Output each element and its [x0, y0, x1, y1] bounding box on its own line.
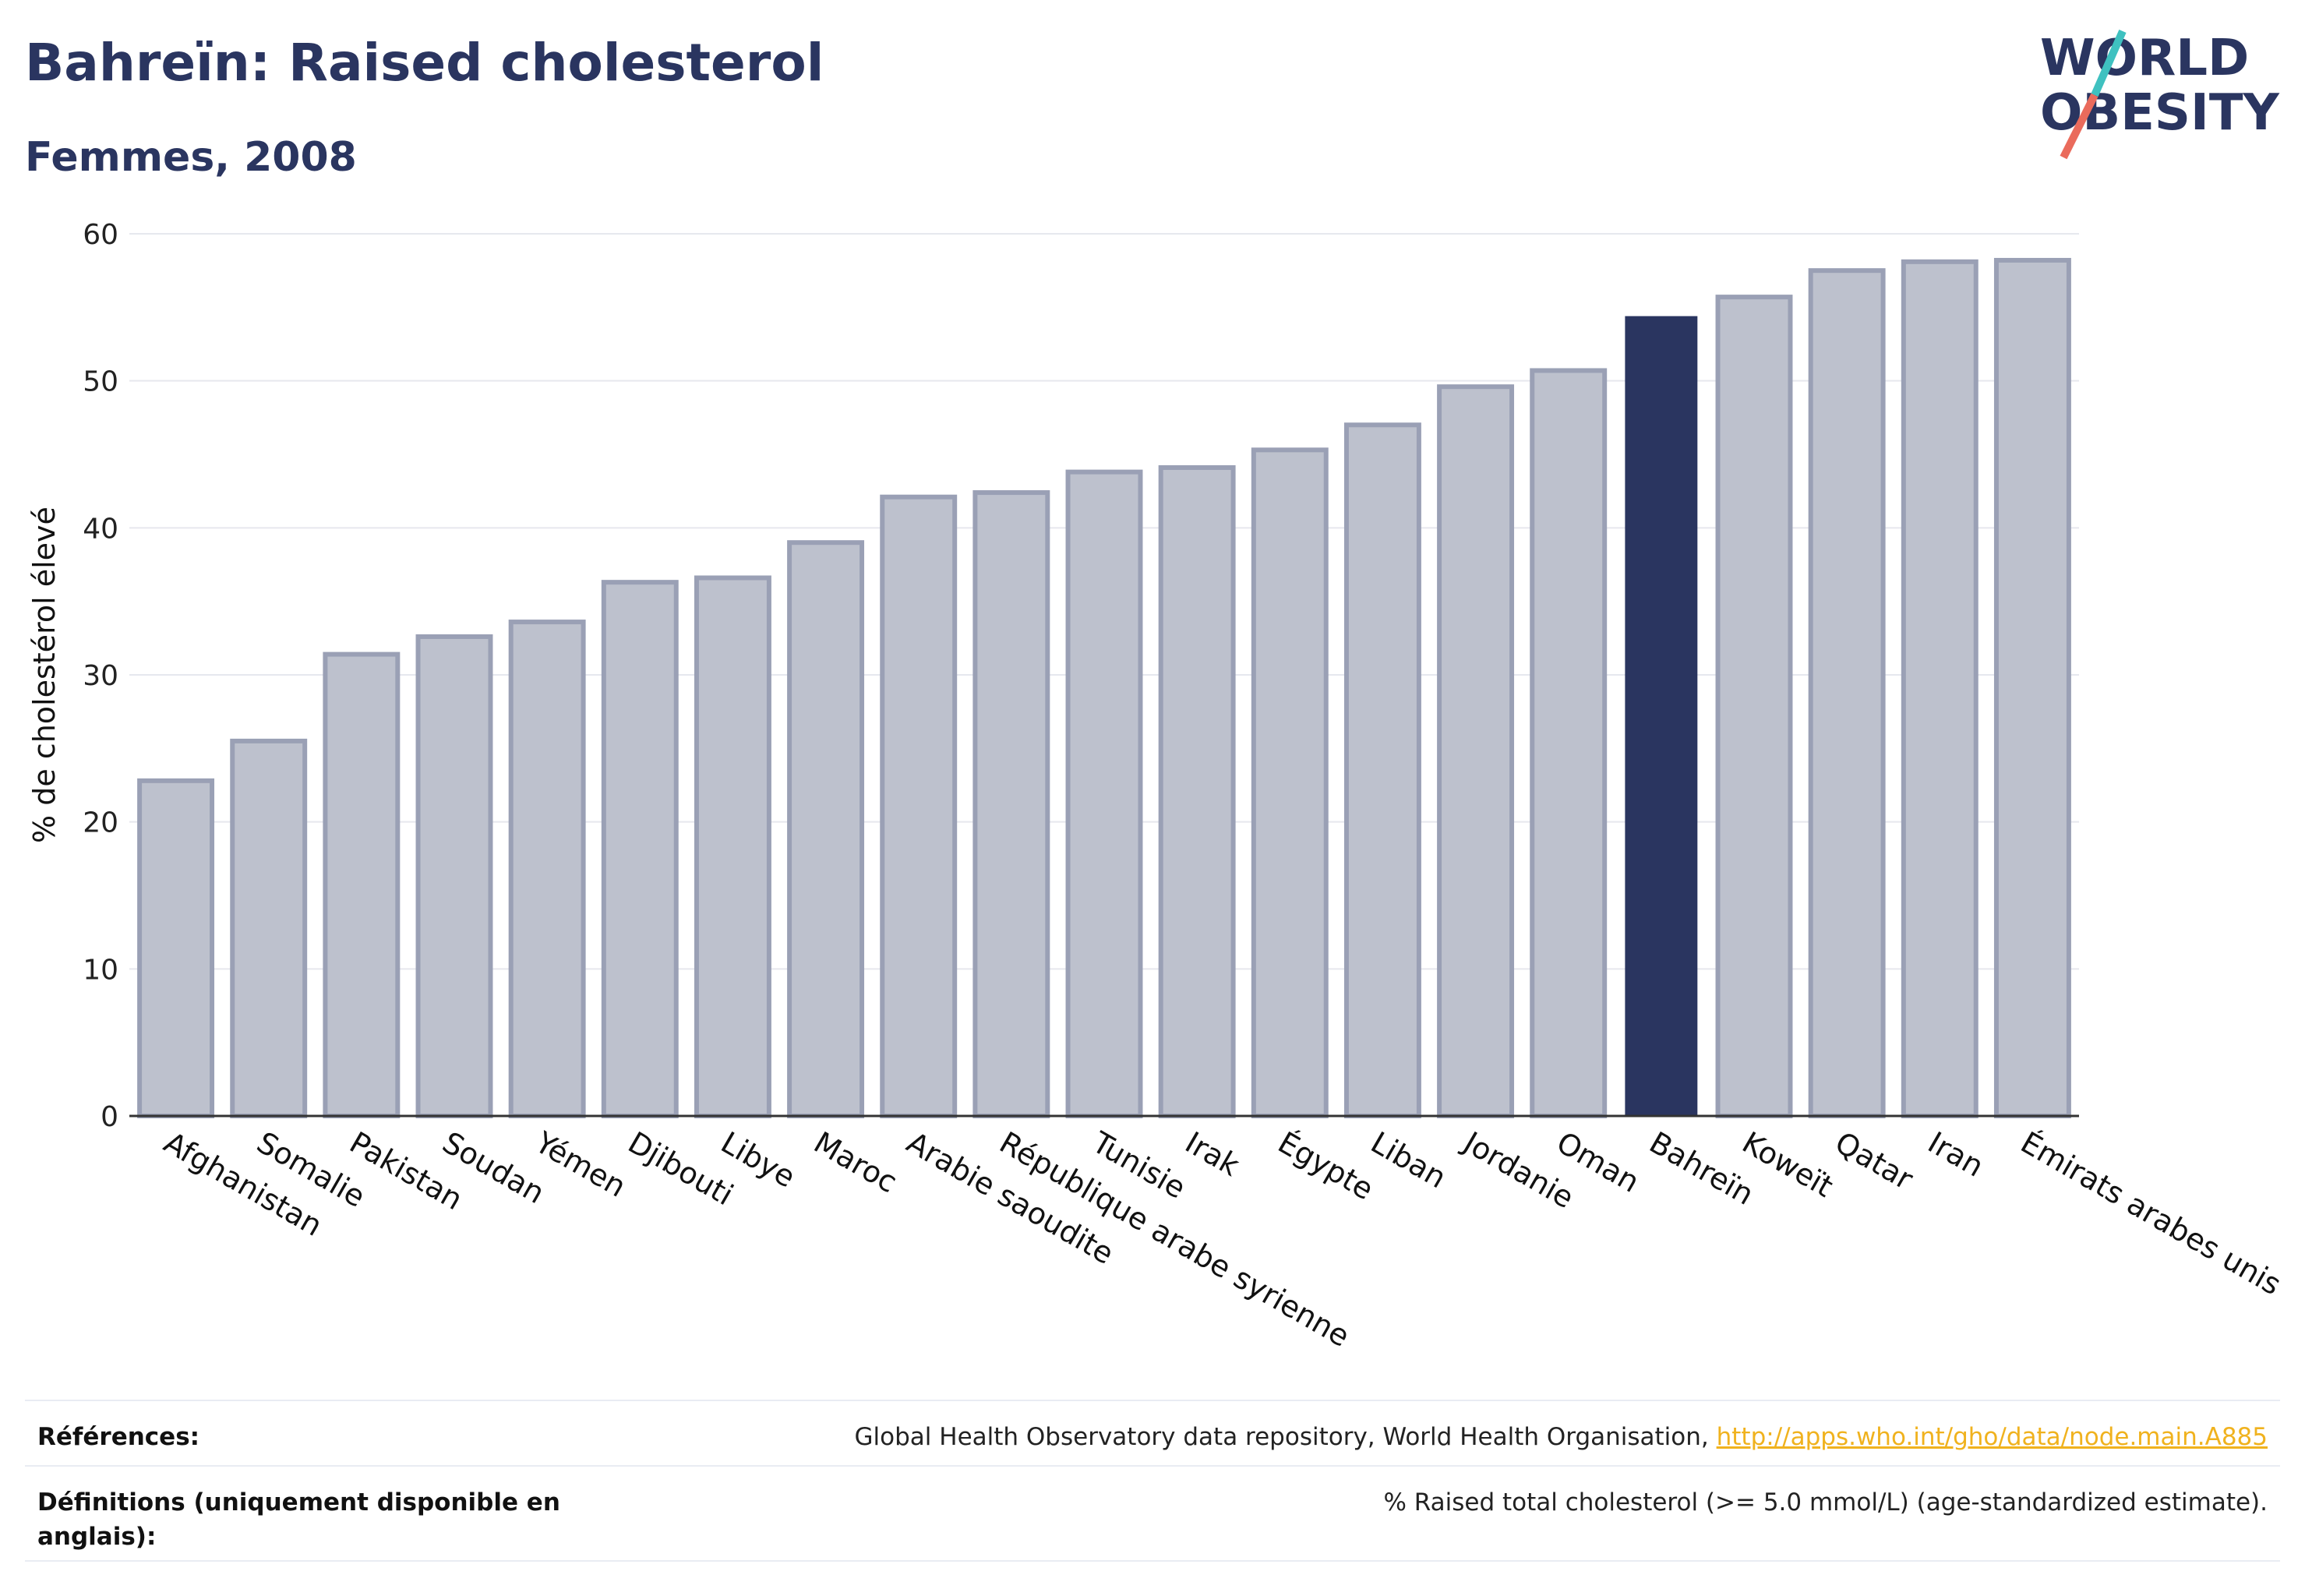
- logo-slash-bottom: [2060, 93, 2099, 160]
- logo-slash-top: [2091, 29, 2127, 97]
- bar-qatar[interactable]: [1808, 268, 1886, 1119]
- bar-oman[interactable]: [1530, 368, 1608, 1118]
- definitions-label: Définitions (uniquement disponible en an…: [37, 1488, 560, 1551]
- y-tick-label: 20: [83, 807, 118, 839]
- bar-chart: 0 10 20 30 40 50 60 % de cholestérol élevé Afg…: [27, 219, 2287, 1354]
- bar-djibouti[interactable]: [601, 580, 679, 1118]
- references-label: Références:: [37, 1423, 200, 1451]
- x-tick-label: Bahreïn: [1643, 1125, 1760, 1212]
- chart-subtitle: Femmes, 2008: [25, 134, 357, 181]
- world-obesity-logo: WORLD OBESITY: [2040, 29, 2279, 160]
- bar-arabie-saoudite[interactable]: [880, 494, 958, 1118]
- bar-liban[interactable]: [1343, 422, 1421, 1118]
- chart-footer: Références: Global Health Observatory da…: [25, 1400, 2280, 1562]
- y-tick-label: 60: [83, 219, 118, 251]
- definitions-row: Définitions (uniquement disponible en an…: [25, 1465, 2280, 1562]
- references-text: Global Health Observatory data repositor…: [854, 1423, 1717, 1451]
- chart-title: Bahreïn: Raised cholesterol: [25, 33, 824, 93]
- bar-bahre-n[interactable]: [1625, 316, 1698, 1116]
- x-tick-label: Liban: [1365, 1125, 1452, 1195]
- y-tick-label: 0: [101, 1101, 118, 1133]
- bar-mirats-arabes-unis[interactable]: [1993, 257, 2071, 1119]
- bar-r-publique-arabe-syrienne[interactable]: [972, 490, 1050, 1118]
- references-link[interactable]: http://apps.who.int/gho/data/node.main.A…: [1716, 1423, 2268, 1451]
- x-tick-label: Djibouti: [623, 1125, 740, 1213]
- bar-libye[interactable]: [694, 575, 771, 1118]
- references-row: Références: Global Health Observatory da…: [25, 1400, 2280, 1465]
- y-tick-label: 40: [83, 513, 118, 545]
- bar-pakistan[interactable]: [323, 651, 401, 1118]
- y-tick-label: 30: [83, 660, 118, 692]
- y-tick-label: 10: [83, 954, 118, 986]
- x-tick-label: Émirats arabes unis: [2015, 1125, 2287, 1302]
- bar-tunisie[interactable]: [1065, 469, 1143, 1118]
- x-tick-label: Égypte: [1273, 1125, 1379, 1207]
- references-value: Global Health Observatory data repositor…: [855, 1420, 2268, 1454]
- bar-gypte[interactable]: [1251, 447, 1329, 1118]
- definitions-value: % Raised total cholesterol (>= 5.0 mmol/…: [1383, 1488, 2268, 1517]
- bar-somalie[interactable]: [230, 738, 308, 1119]
- y-tick-labels: 0 10 20 30 40 50 60: [83, 219, 118, 1133]
- bar-jordanie[interactable]: [1437, 384, 1515, 1119]
- bar-kowe-t[interactable]: [1715, 295, 1793, 1118]
- x-tick-labels: AfghanistanSomaliePakistanSoudanYémenDji…: [158, 1125, 2287, 1354]
- bars: [137, 257, 2071, 1119]
- bar-y-men[interactable]: [508, 620, 586, 1118]
- bar-iran[interactable]: [1901, 259, 1978, 1118]
- bar-irak[interactable]: [1158, 464, 1236, 1118]
- x-tick-label: Yémen: [529, 1125, 632, 1204]
- x-tick-label: Qatar: [1830, 1125, 1919, 1197]
- bar-maroc[interactable]: [787, 540, 865, 1118]
- y-tick-label: 50: [83, 366, 118, 398]
- x-tick-label: Maroc: [808, 1125, 903, 1200]
- x-tick-label: Iran: [1922, 1125, 1989, 1184]
- bar-soudan[interactable]: [415, 634, 493, 1118]
- bar-afghanistan[interactable]: [137, 778, 215, 1119]
- y-axis-label: % de cholestérol élevé: [27, 507, 62, 843]
- logo-line1: WORLD: [2040, 30, 2249, 87]
